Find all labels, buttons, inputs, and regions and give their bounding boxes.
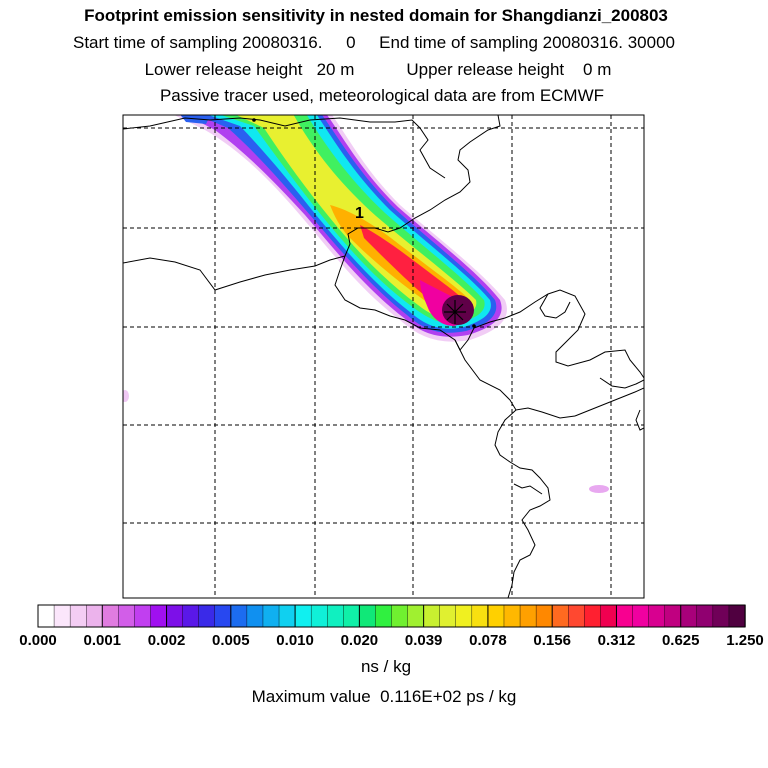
colorbar-tick-label: 0.020 bbox=[340, 632, 379, 649]
colorbar-cell bbox=[214, 604, 232, 628]
colorbar-cell bbox=[53, 604, 71, 628]
colorbar-cell bbox=[648, 604, 666, 628]
colorbar-cell bbox=[696, 604, 714, 628]
colorbar-cell bbox=[584, 604, 602, 628]
colorbar-cell bbox=[728, 604, 746, 628]
colorbar-cell bbox=[375, 604, 393, 628]
colorbar-cell bbox=[664, 604, 682, 628]
plume-band-red bbox=[360, 225, 468, 313]
colorbar-tick-label: 0.156 bbox=[533, 632, 571, 649]
star-asterisk-icon bbox=[444, 300, 466, 324]
colorbar-cell bbox=[535, 604, 553, 628]
colorbar-cell bbox=[102, 604, 120, 628]
colorbar-cell bbox=[503, 604, 521, 628]
colorbar-cell bbox=[551, 604, 569, 628]
colorbar-tick-label: 0.039 bbox=[404, 632, 443, 649]
colorbar-cell bbox=[278, 604, 296, 628]
colorbar-cell bbox=[118, 604, 136, 628]
small-patch-east bbox=[589, 485, 609, 493]
colorbar-cell bbox=[262, 604, 280, 628]
colorbar-units: ns / kg bbox=[360, 657, 412, 676]
max-value-text: Maximum value 0.116E+02 ps / kg bbox=[251, 687, 517, 706]
colorbar-tick-label: 0.312 bbox=[597, 632, 636, 649]
colorbar-cell bbox=[680, 604, 698, 628]
plume-number-label: 1 bbox=[355, 205, 364, 222]
colorbar-cell bbox=[568, 604, 586, 628]
small-patch-west bbox=[123, 390, 129, 402]
colorbar-cell bbox=[310, 604, 328, 628]
colorbar-cell bbox=[150, 604, 168, 628]
colorbar-tick-label: 0.010 bbox=[276, 632, 314, 649]
colorbar-cell bbox=[407, 604, 425, 628]
colorbar-cell bbox=[230, 604, 248, 628]
colorbar-cell bbox=[327, 604, 344, 628]
release-height-subtitle: Lower release height 20 m Upper release … bbox=[144, 60, 612, 79]
map-frame bbox=[122, 114, 645, 599]
city-dot-icon bbox=[472, 324, 476, 328]
colorbar-tick-label: 0.625 bbox=[661, 632, 700, 649]
colorbar-cell bbox=[712, 604, 730, 628]
tracer-info-subtitle: Passive tracer used, meteorological data… bbox=[159, 86, 605, 105]
colorbar-cell bbox=[198, 604, 216, 628]
colorbar-tick-label: 0.000 bbox=[19, 632, 57, 649]
colorbar-cell bbox=[69, 604, 87, 628]
colorbar-cell bbox=[455, 604, 473, 628]
colorbar-cell bbox=[246, 604, 264, 628]
colorbar-cell bbox=[86, 604, 103, 628]
colorbar-cell bbox=[359, 604, 377, 628]
colorbar-cell bbox=[600, 604, 618, 628]
plume-band-blue-top bbox=[180, 115, 211, 124]
colorbar-cell bbox=[616, 604, 634, 628]
colorbar-cell bbox=[487, 604, 505, 628]
map-title: Footprint emission sensitivity in nested… bbox=[84, 6, 668, 25]
lat-lon-grid bbox=[123, 115, 644, 598]
colorbar-cell bbox=[294, 604, 312, 628]
colorbar-cell bbox=[182, 604, 200, 628]
colorbar-cell bbox=[439, 604, 457, 628]
colorbar-cell bbox=[632, 604, 650, 628]
colorbar-cell bbox=[519, 604, 537, 628]
colorbar-cell bbox=[166, 604, 184, 628]
city-dot-icon bbox=[252, 118, 256, 122]
colorbar-cell bbox=[134, 604, 152, 628]
colorbar-tick-label: 0.005 bbox=[212, 632, 250, 649]
colorbar-cell bbox=[391, 604, 409, 628]
colorbar-cell bbox=[37, 604, 55, 628]
colorbar-cell bbox=[343, 604, 361, 628]
colorbar-tick-label: 0.001 bbox=[83, 632, 122, 649]
colorbar-cell bbox=[471, 604, 489, 628]
sampling-time-subtitle: Start time of sampling 20080316. 0 End t… bbox=[73, 33, 675, 52]
colorbar-tick-label: 1.250 bbox=[726, 632, 764, 649]
colorbar-cell bbox=[423, 604, 441, 628]
colorbar-tick-label: 0.002 bbox=[147, 632, 186, 649]
colorbar-tick-label: 0.078 bbox=[469, 632, 507, 649]
